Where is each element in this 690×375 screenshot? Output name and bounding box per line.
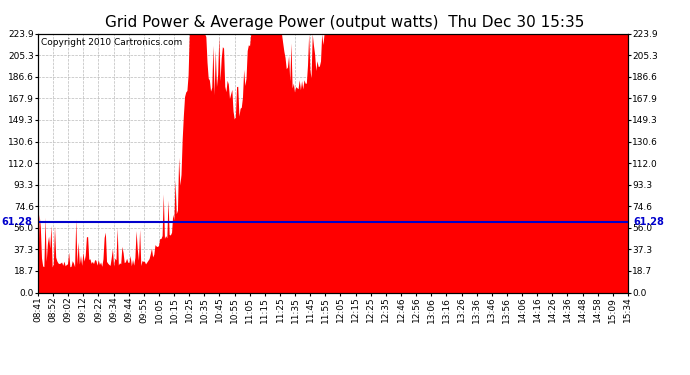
Text: Copyright 2010 Cartronics.com: Copyright 2010 Cartronics.com (41, 38, 182, 46)
Text: 61.28: 61.28 (633, 217, 664, 226)
Text: 61.28: 61.28 (1, 217, 32, 226)
Text: Grid Power & Average Power (output watts)  Thu Dec 30 15:35: Grid Power & Average Power (output watts… (106, 15, 584, 30)
